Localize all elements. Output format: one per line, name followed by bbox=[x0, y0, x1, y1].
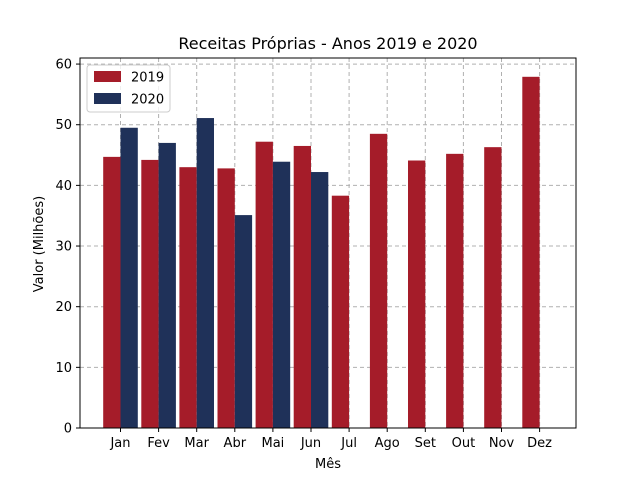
x-tick-label: Jul bbox=[340, 436, 357, 451]
y-tick-label: 10 bbox=[55, 361, 72, 376]
y-tick-label: 60 bbox=[55, 58, 72, 73]
x-tick-label: Set bbox=[415, 436, 436, 451]
bar-2019-Set bbox=[408, 160, 426, 429]
bar-2019-Mai bbox=[255, 141, 273, 428]
bar-2020-Jun bbox=[311, 172, 329, 428]
bar-2019-Abr bbox=[217, 168, 235, 429]
legend-label: 2019 bbox=[131, 71, 164, 86]
bar-2019-Jul bbox=[331, 195, 350, 428]
x-tick-label: Jun bbox=[300, 436, 321, 451]
y-axis-label: Valor (Milhões) bbox=[32, 196, 47, 292]
x-axis-label: Mês bbox=[315, 457, 341, 472]
bar-2019-Mar bbox=[179, 167, 197, 428]
bar-2019-Jun bbox=[293, 145, 311, 429]
legend-label: 2020 bbox=[131, 93, 164, 108]
x-tick-label: Out bbox=[452, 436, 476, 451]
bar-2020-Mar bbox=[196, 118, 214, 428]
x-tick-label: Abr bbox=[224, 436, 247, 451]
bar-2019-Dez bbox=[522, 76, 540, 428]
bar-2020-Abr bbox=[234, 215, 253, 428]
bar-2019-Out bbox=[446, 153, 464, 428]
y-tick-label: 40 bbox=[55, 179, 72, 194]
bar-2019-Jan bbox=[103, 156, 121, 429]
legend-swatch bbox=[94, 93, 121, 104]
y-tick-label: 30 bbox=[55, 240, 72, 255]
x-tick-label: Mai bbox=[262, 436, 285, 451]
y-tick-label: 50 bbox=[55, 118, 72, 133]
bar-2020-Jan bbox=[120, 127, 138, 429]
y-tick-label: 0 bbox=[64, 422, 72, 437]
x-tick-label: Ago bbox=[375, 436, 400, 451]
bar-2020-Mai bbox=[272, 161, 291, 428]
plot-frame bbox=[79, 57, 577, 429]
bar-2019-Ago bbox=[369, 133, 388, 428]
x-tick-label: Fev bbox=[147, 436, 170, 451]
chart-title: Receitas Próprias - Anos 2019 e 2020 bbox=[178, 34, 477, 53]
legend-swatch bbox=[94, 71, 121, 82]
legend: 2019 2020 bbox=[86, 64, 171, 113]
axes: 0 10 20 30 40 50 60 Jan Fev Mar Abr Mai Jun Jul Ago Set… bbox=[55, 57, 577, 451]
x-tick-label: Mar bbox=[184, 436, 209, 451]
y-tick-label: 20 bbox=[55, 300, 72, 315]
bar-2019-Fev bbox=[141, 159, 159, 428]
x-tick-label: Jan bbox=[109, 436, 130, 451]
bar-2019-Nov bbox=[484, 147, 502, 428]
bar-2020-Fev bbox=[158, 142, 176, 428]
x-tick-label: Nov bbox=[489, 436, 515, 451]
x-tick-label: Dez bbox=[527, 436, 552, 451]
bars bbox=[103, 76, 540, 429]
